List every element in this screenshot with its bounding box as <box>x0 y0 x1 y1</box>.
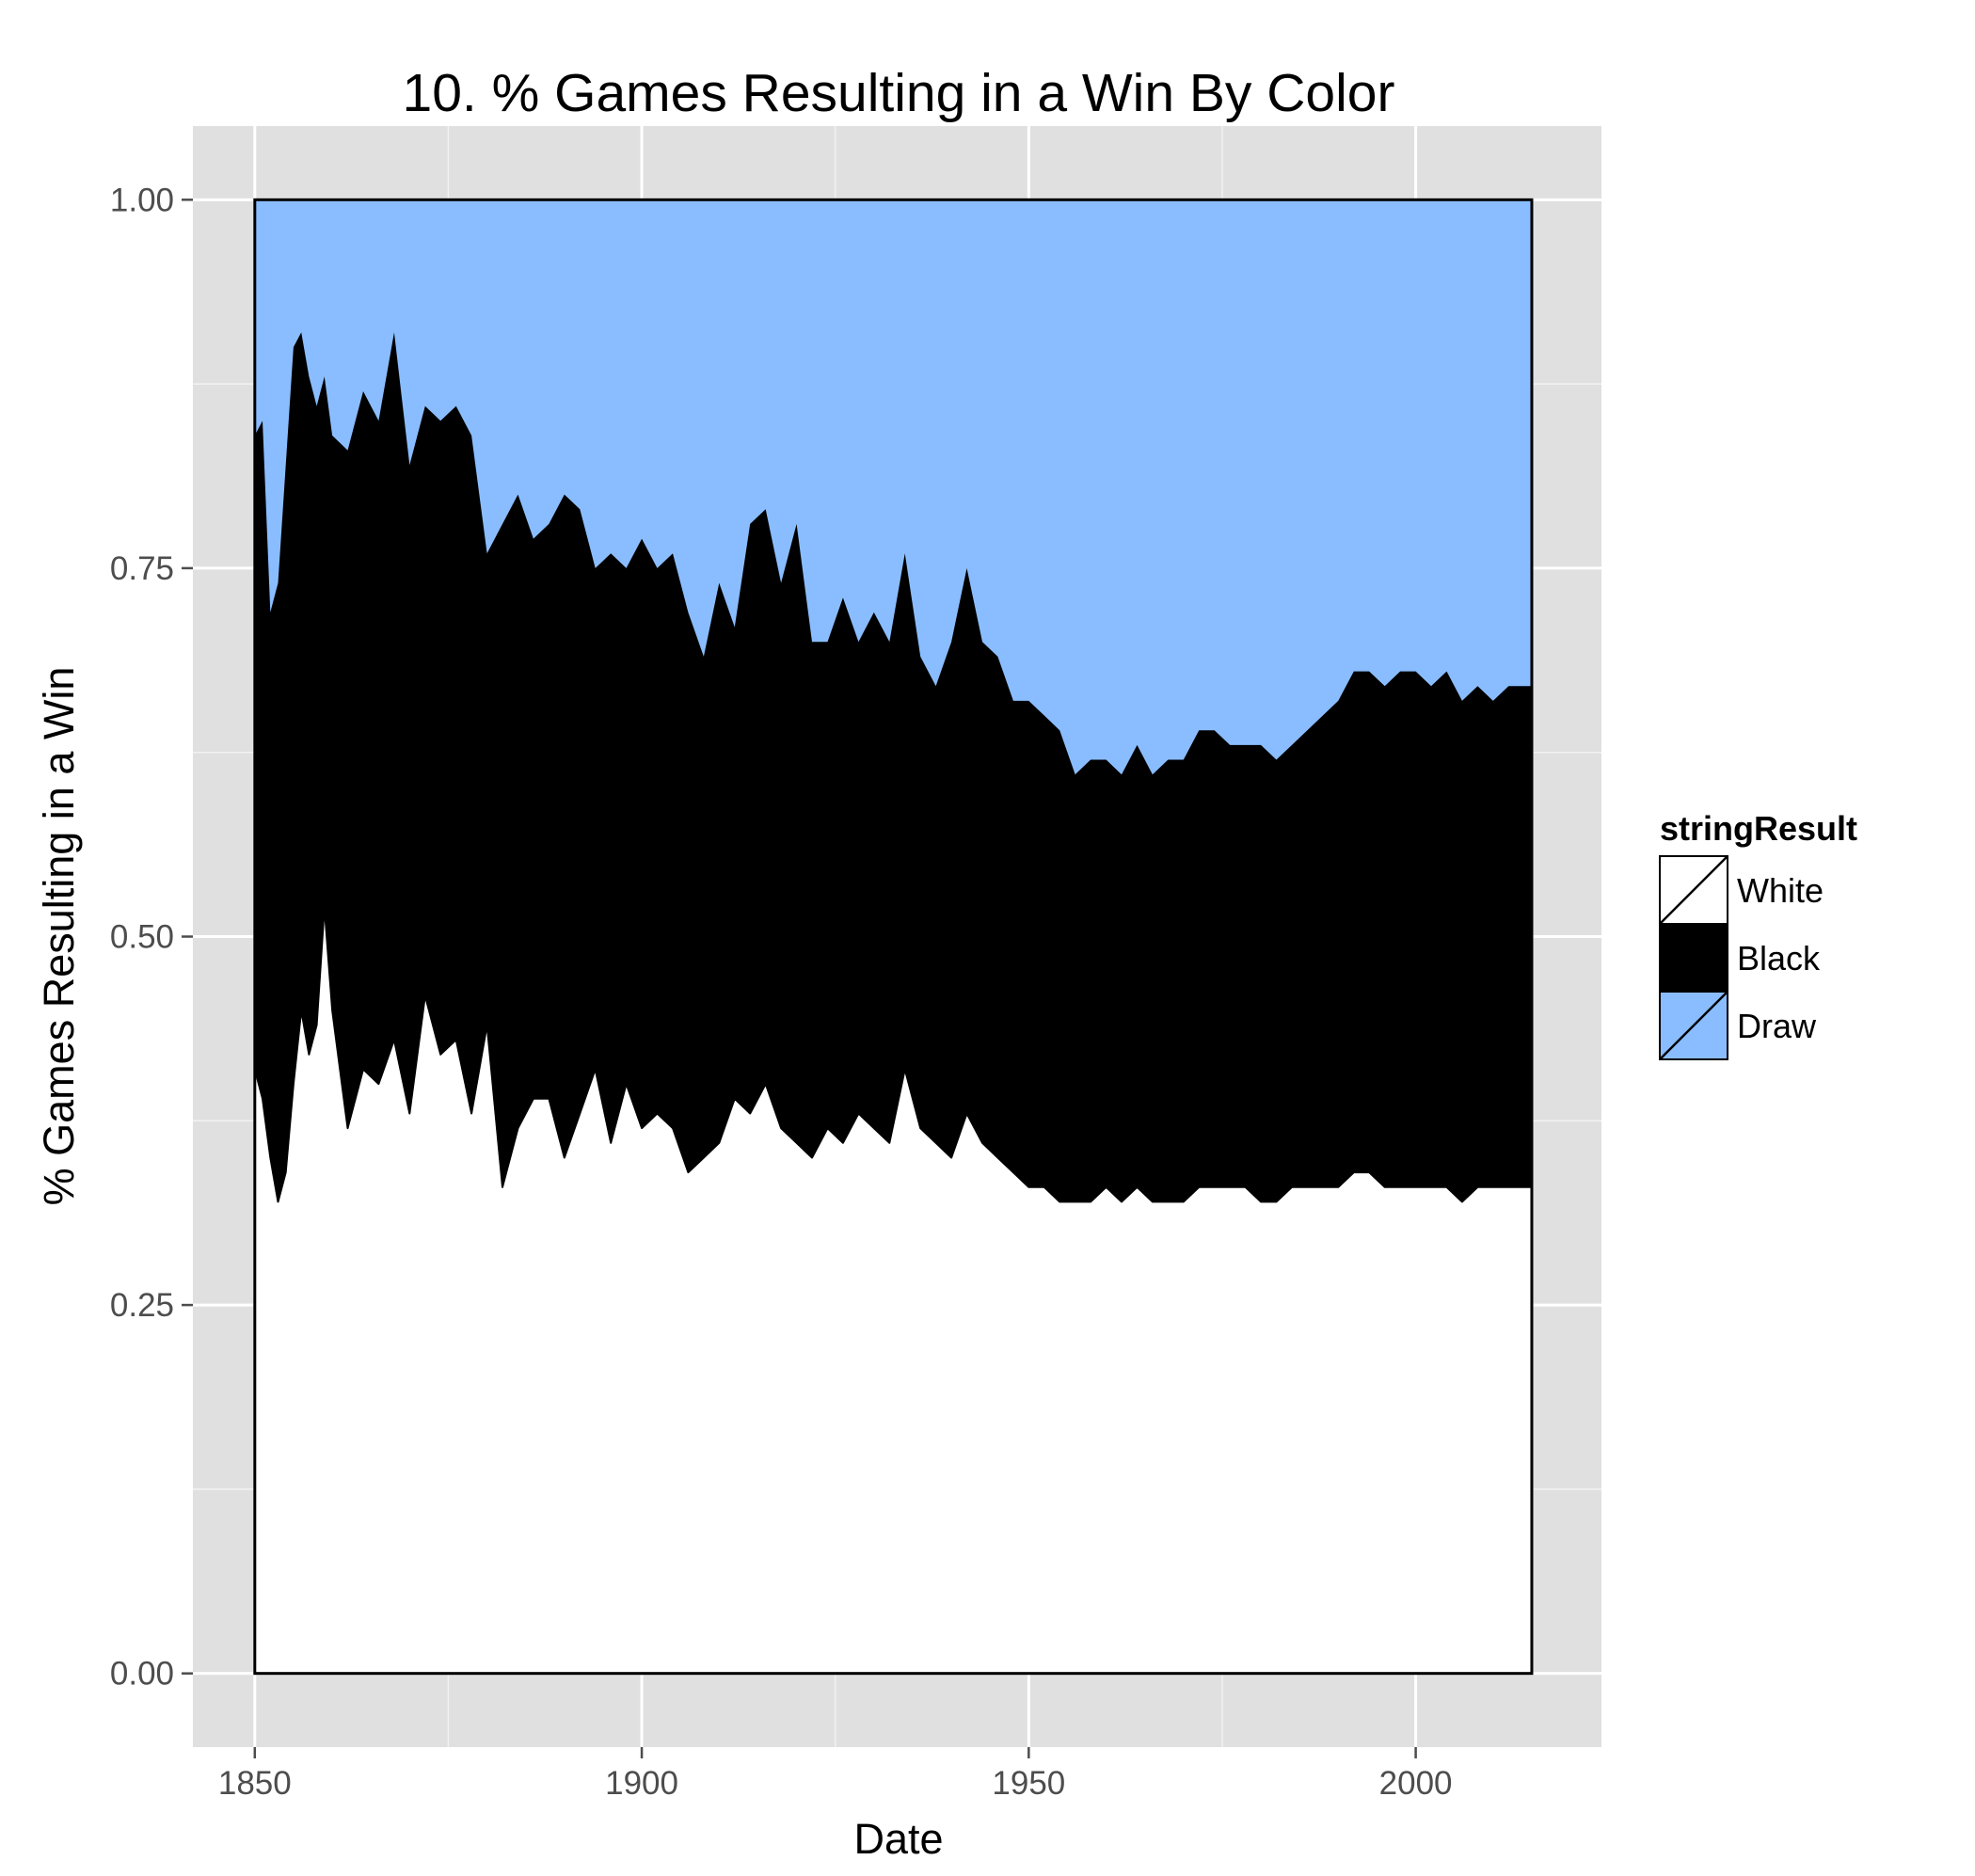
legend-label: White <box>1737 871 1824 910</box>
legend-label: Black <box>1737 939 1821 978</box>
y-tick-label: 0.75 <box>110 550 174 587</box>
legend-title: stringResult <box>1660 809 1857 848</box>
y-tick-label: 0.50 <box>110 919 174 956</box>
x-tick-label: 1950 <box>992 1765 1065 1802</box>
area-outline <box>253 198 1534 1676</box>
y-tick-label: 0.25 <box>110 1287 174 1324</box>
chart-title: 10. % Games Resulting in a Win By Color <box>403 63 1395 123</box>
legend-item-black: Black <box>1659 923 1821 993</box>
legend-key-slash <box>1659 855 1728 925</box>
x-tick-label: 1850 <box>218 1765 292 1802</box>
area-series <box>253 199 1533 1674</box>
x-tick-label: 2000 <box>1379 1765 1453 1802</box>
area-draw <box>254 199 1532 775</box>
legend-label: Draw <box>1737 1007 1817 1045</box>
area-white <box>254 907 1532 1674</box>
y-tick-label: 0.00 <box>110 1656 174 1693</box>
y-tick-label: 1.00 <box>110 182 174 218</box>
legend: stringResult White Black Draw <box>1659 809 1857 1060</box>
x-tick-label: 1900 <box>605 1765 678 1802</box>
x-axis-label: Date <box>853 1815 943 1863</box>
y-axis: 0.00 0.25 0.50 0.75 1.00 <box>110 182 193 1693</box>
x-axis: 1850 1900 1950 2000 <box>218 1747 1453 1802</box>
legend-key-black <box>1659 923 1728 993</box>
legend-item-draw: Draw <box>1659 991 1817 1060</box>
legend-item-white: White <box>1659 855 1824 925</box>
legend-key-slash <box>1659 991 1728 1060</box>
y-axis-label: % Games Resulting in a Win <box>35 667 83 1206</box>
